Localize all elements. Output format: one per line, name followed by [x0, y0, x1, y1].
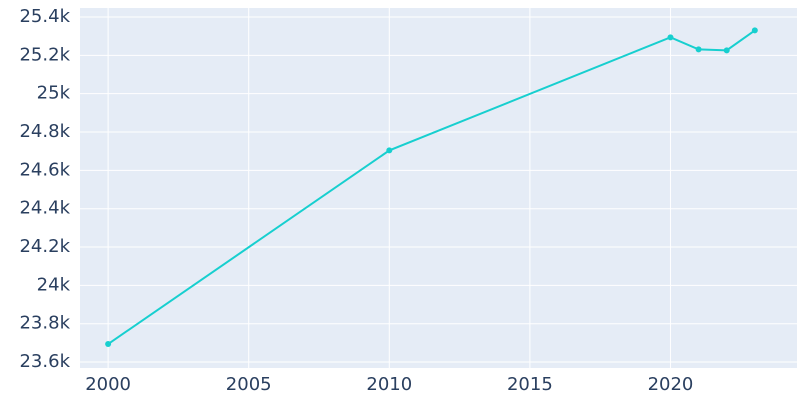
plot-area	[80, 8, 797, 368]
marker	[105, 341, 112, 348]
x-tick-label: 2000	[85, 374, 131, 395]
y-tick-label: 23.8k	[19, 313, 70, 334]
y-tick-label: 23.6k	[19, 351, 70, 372]
y-tick-label: 25k	[37, 83, 71, 104]
y-tick-label: 24.2k	[19, 236, 70, 257]
y-tick-label: 24.6k	[19, 159, 70, 180]
y-tick-label: 24.4k	[19, 198, 70, 219]
marker	[667, 34, 674, 41]
marker	[723, 47, 730, 54]
marker	[751, 27, 758, 34]
y-tick-label: 25.2k	[19, 44, 70, 65]
line	[107, 29, 756, 345]
marker	[386, 147, 393, 154]
marker	[695, 46, 702, 53]
y-tick-label: 24.8k	[19, 121, 70, 142]
x-tick-label: 2015	[507, 374, 553, 395]
y-tick-label: 24k	[37, 274, 71, 295]
y-tick-label: 25.4k	[19, 6, 70, 27]
x-tick-label: 2005	[226, 374, 272, 395]
x-tick-label: 2010	[366, 374, 412, 395]
x-tick-label: 2020	[648, 374, 694, 395]
